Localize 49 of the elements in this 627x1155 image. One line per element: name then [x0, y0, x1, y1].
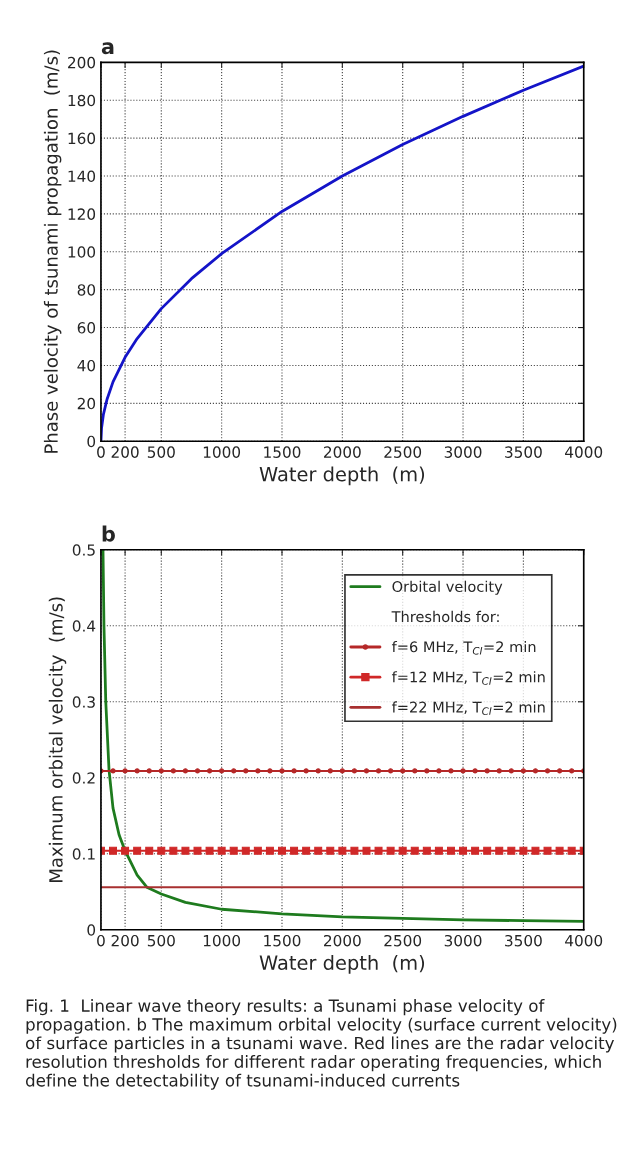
chart-title: b [102, 525, 115, 542]
y-tick-label: 200 [68, 56, 96, 69]
y-tick-label: 0.3 [72, 696, 95, 708]
x-tick-label: 1500 [264, 934, 301, 947]
y-tick-label: 140 [68, 170, 96, 183]
y-tick-label: 40 [77, 359, 96, 372]
y-tick-label: 0.2 [72, 772, 95, 784]
y-tick-label: 20 [77, 397, 96, 410]
y-tick-label: 0.4 [72, 620, 96, 632]
x-tick-label: 3500 [505, 446, 542, 458]
x-tick-label: 500 [147, 934, 175, 947]
x-axis-title: Water depth (m) [259, 466, 425, 486]
y-axis-title: Phase velocity of tsunami propagation (m/s) [43, 50, 62, 453]
x-tick-label: 3500 [505, 934, 542, 947]
x-tick-label: 2000 [324, 934, 361, 947]
legend-label: f=22 MHz, T$_{CI}$=2 min [391, 701, 545, 715]
y-tick-label: 160 [68, 132, 96, 145]
x-tick-label: 4000 [565, 934, 603, 947]
x-axis-title: Water depth (m) [259, 954, 425, 974]
y-tick-label: 120 [68, 208, 96, 220]
x-tick-label: 1000 [203, 934, 241, 947]
caption: Fig. 1 Linear wave theory results: a Tsunami phase velocity of propagation. b The maximum orbital velocity (surface current velocity) of surface particles in a tsunami wave. Red lines are the radar velocity resolution thresholds for different radar operating frequencies, which define the detectability of tsunami-induced currents [26, 999, 617, 1090]
x-tick-label: 3000 [444, 934, 482, 947]
y-axis-title: Maximum orbital velocity (m/s) [48, 597, 67, 882]
y-tick-label: 0.5 [72, 544, 95, 556]
y-tick-label: 0 [87, 924, 96, 936]
y-tick-label: 60 [77, 322, 96, 334]
x-tick-label: 2500 [384, 934, 422, 947]
x-tick-label: 0 [97, 446, 105, 458]
x-tick-label: 3000 [444, 446, 482, 458]
x-tick-label: 200 [111, 446, 139, 458]
y-tick-label: 100 [68, 246, 96, 258]
x-tick-label: 4000 [565, 446, 603, 458]
legend-label: f=6 MHz, T$_{CI}$=2 min [391, 641, 536, 655]
x-tick-label: 0 [97, 934, 105, 947]
y-tick-label: 0 [87, 435, 96, 448]
y-tick-label: 180 [68, 94, 96, 107]
x-tick-label: 1000 [203, 446, 241, 458]
chart-title: a [101, 42, 114, 55]
y-tick-label: 0.1 [72, 848, 95, 860]
legend-title: Thresholds for: [391, 610, 499, 623]
x-tick-label: 500 [147, 446, 175, 458]
legend-label: Orbital velocity [392, 580, 503, 595]
legend-label: f=12 MHz, T$_{CI}$=2 min [391, 671, 545, 685]
x-tick-label: 1500 [264, 446, 301, 458]
x-tick-label: 2000 [324, 446, 361, 458]
x-tick-label: 200 [111, 934, 139, 947]
x-tick-label: 2500 [384, 446, 422, 458]
y-tick-label: 80 [77, 284, 96, 296]
